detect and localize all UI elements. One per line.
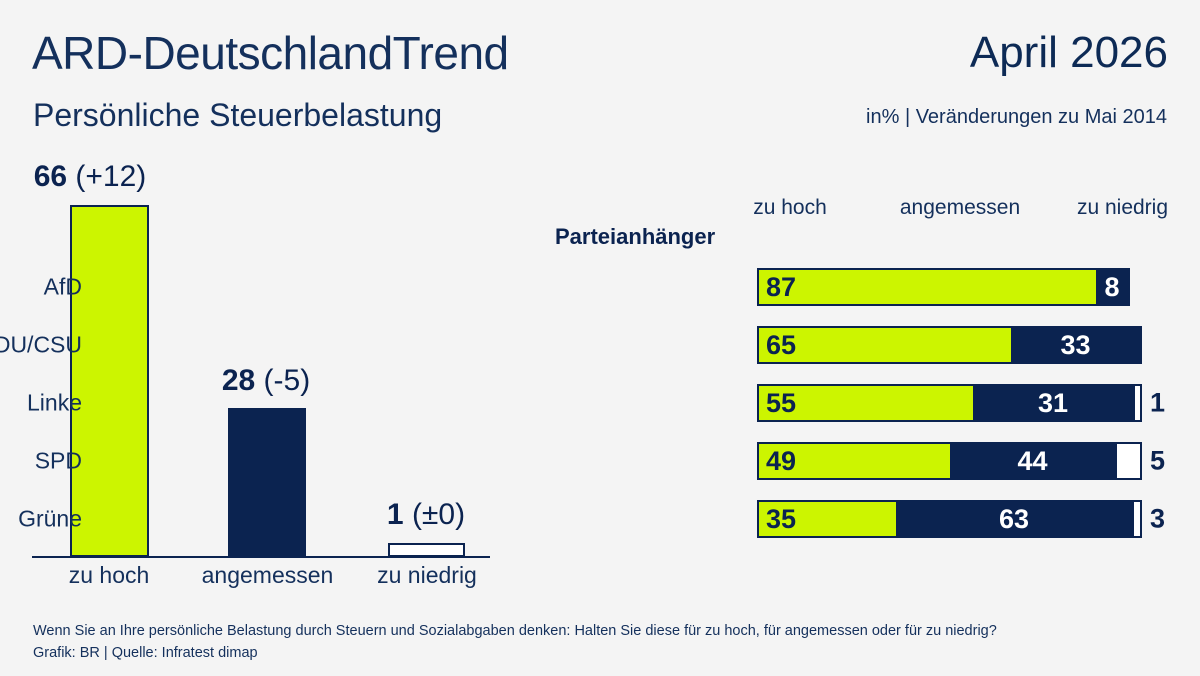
segment-value: 35: [766, 503, 797, 534]
column-value-zu-niedrig: 1 (±0): [366, 498, 486, 532]
segment-value: 33: [1060, 329, 1091, 360]
segment-angemessen[interactable]: 44: [950, 444, 1115, 478]
group-label-parteianhaenger: Parteianhänger: [555, 224, 716, 249]
segment-value: 44: [1017, 445, 1048, 476]
segment-zu-hoch[interactable]: 49: [759, 444, 950, 478]
segment-zu-niedrig-value: 5: [1150, 445, 1166, 476]
segment-value: 55: [766, 387, 797, 418]
segment-zu-hoch[interactable]: 35: [759, 502, 896, 536]
party-label-gruene: Grüne: [18, 505, 82, 532]
column-label-zu-niedrig: zu niedrig: [377, 562, 477, 588]
party-label-afd: AfD: [43, 273, 82, 300]
party-label-spd: SPD: [34, 447, 82, 474]
page-title: ARD-DeutschlandTrend: [32, 27, 509, 79]
stacked-bar-linke[interactable]: 55 31: [757, 384, 1142, 422]
segment-value: 63: [998, 503, 1030, 534]
party-bar-chart: zu hoch angemessen zu niedrig Parteianhä…: [0, 0, 1200, 600]
segment-angemessen[interactable]: 8: [1096, 270, 1128, 304]
stacked-bar-spd[interactable]: 49 44: [757, 442, 1142, 480]
column-label-zu-hoch: zu hoch: [68, 562, 150, 588]
column-value-change: (-5): [263, 364, 311, 397]
segment-value: 31: [1037, 387, 1069, 418]
segment-value: 65: [766, 329, 797, 360]
segment-zu-niedrig[interactable]: [1133, 386, 1140, 420]
footer: Wenn Sie an Ihre persönliche Belastung d…: [33, 620, 1173, 665]
footer-question: Wenn Sie an Ihre persönliche Belastung d…: [33, 623, 997, 639]
chart-baseline: [32, 556, 490, 558]
column-label-angemessen: angemessen: [201, 562, 334, 588]
column-value-number: 28: [221, 364, 256, 397]
column-value-zu-hoch: 66 (+12): [30, 160, 150, 194]
segment-value: 87: [766, 271, 797, 302]
segment-angemessen[interactable]: 63: [896, 502, 1132, 536]
segment-zu-hoch[interactable]: 55: [759, 386, 973, 420]
segment-zu-niedrig-value: 3: [1150, 503, 1166, 534]
stacked-bar-gruene[interactable]: 35 63: [757, 500, 1142, 538]
column-bar-zu-hoch[interactable]: [70, 205, 149, 557]
column-header-zu-niedrig: zu niedrig: [1076, 196, 1169, 219]
column-bar-angemessen[interactable]: [228, 408, 306, 557]
segment-zu-niedrig[interactable]: [1132, 502, 1140, 536]
period-note: in% | Veränderungen zu Mai 2014: [866, 106, 1167, 128]
period-label: April 2026: [969, 28, 1168, 77]
column-value-number: 1: [386, 498, 404, 531]
column-bar-zu-niedrig[interactable]: [388, 543, 465, 557]
stacked-bar-cdu-csu[interactable]: 65 33: [757, 326, 1142, 364]
segment-zu-hoch[interactable]: 65: [759, 328, 1011, 362]
segment-value: 8: [1104, 271, 1120, 302]
column-value-number: 66: [33, 160, 68, 193]
party-label-linke: Linke: [27, 389, 82, 416]
stacked-bar-afd[interactable]: 87 8: [757, 268, 1130, 306]
footer-source: Grafik: BR | Quelle: Infratest dimap: [33, 645, 258, 662]
segment-angemessen[interactable]: 31: [973, 386, 1133, 420]
column-value-change: (±0): [411, 498, 466, 531]
segment-zu-niedrig[interactable]: [1115, 444, 1140, 478]
column-header-angemessen: angemessen: [899, 196, 1021, 219]
segment-value: 49: [766, 445, 797, 476]
column-value-angemessen: 28 (-5): [206, 364, 326, 398]
segment-zu-hoch[interactable]: 87: [759, 270, 1096, 304]
segment-angemessen[interactable]: 33: [1011, 328, 1140, 362]
party-label-cdu-csu: CDU/CSU: [0, 331, 82, 358]
column-chart: 66 (+12) zu hoch 28 (-5) angemessen 1 (±…: [0, 0, 520, 600]
page-subtitle: Persönliche Steuerbelastung: [33, 97, 443, 133]
column-value-change: (+12): [75, 160, 147, 193]
column-header-zu-hoch: zu hoch: [753, 196, 827, 219]
segment-zu-niedrig-value: 1: [1150, 387, 1166, 418]
